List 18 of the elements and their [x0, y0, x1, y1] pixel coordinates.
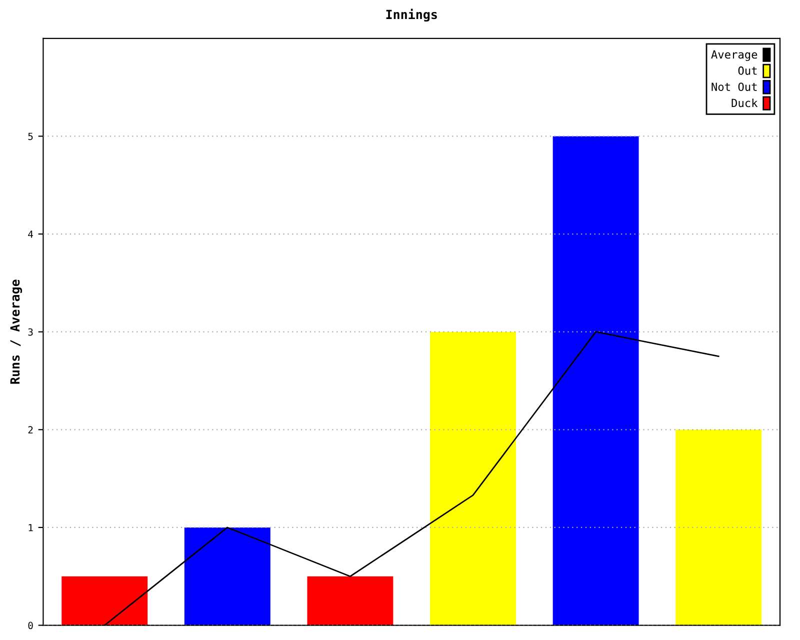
- legend-label: Average: [711, 50, 758, 61]
- chart-title: Innings: [386, 8, 437, 22]
- y-tick-label: 1: [28, 524, 33, 532]
- y-tick-label: 0: [28, 622, 33, 630]
- bar: [307, 576, 394, 626]
- bar: [552, 136, 639, 626]
- bar: [62, 576, 148, 626]
- y-axis-title: Runs / Average: [10, 280, 22, 384]
- y-tick-label: 5: [28, 132, 33, 140]
- legend-label: Not Out: [712, 82, 757, 91]
- bar: [430, 332, 516, 626]
- y-tick-label: 3: [28, 328, 33, 336]
- legend-label: Duck: [732, 98, 758, 108]
- bar: [676, 430, 762, 626]
- legend-label: Out: [738, 66, 757, 75]
- bar: [184, 527, 270, 626]
- y-tick-label: 4: [28, 230, 34, 238]
- y-tick-label: 2: [28, 426, 33, 434]
